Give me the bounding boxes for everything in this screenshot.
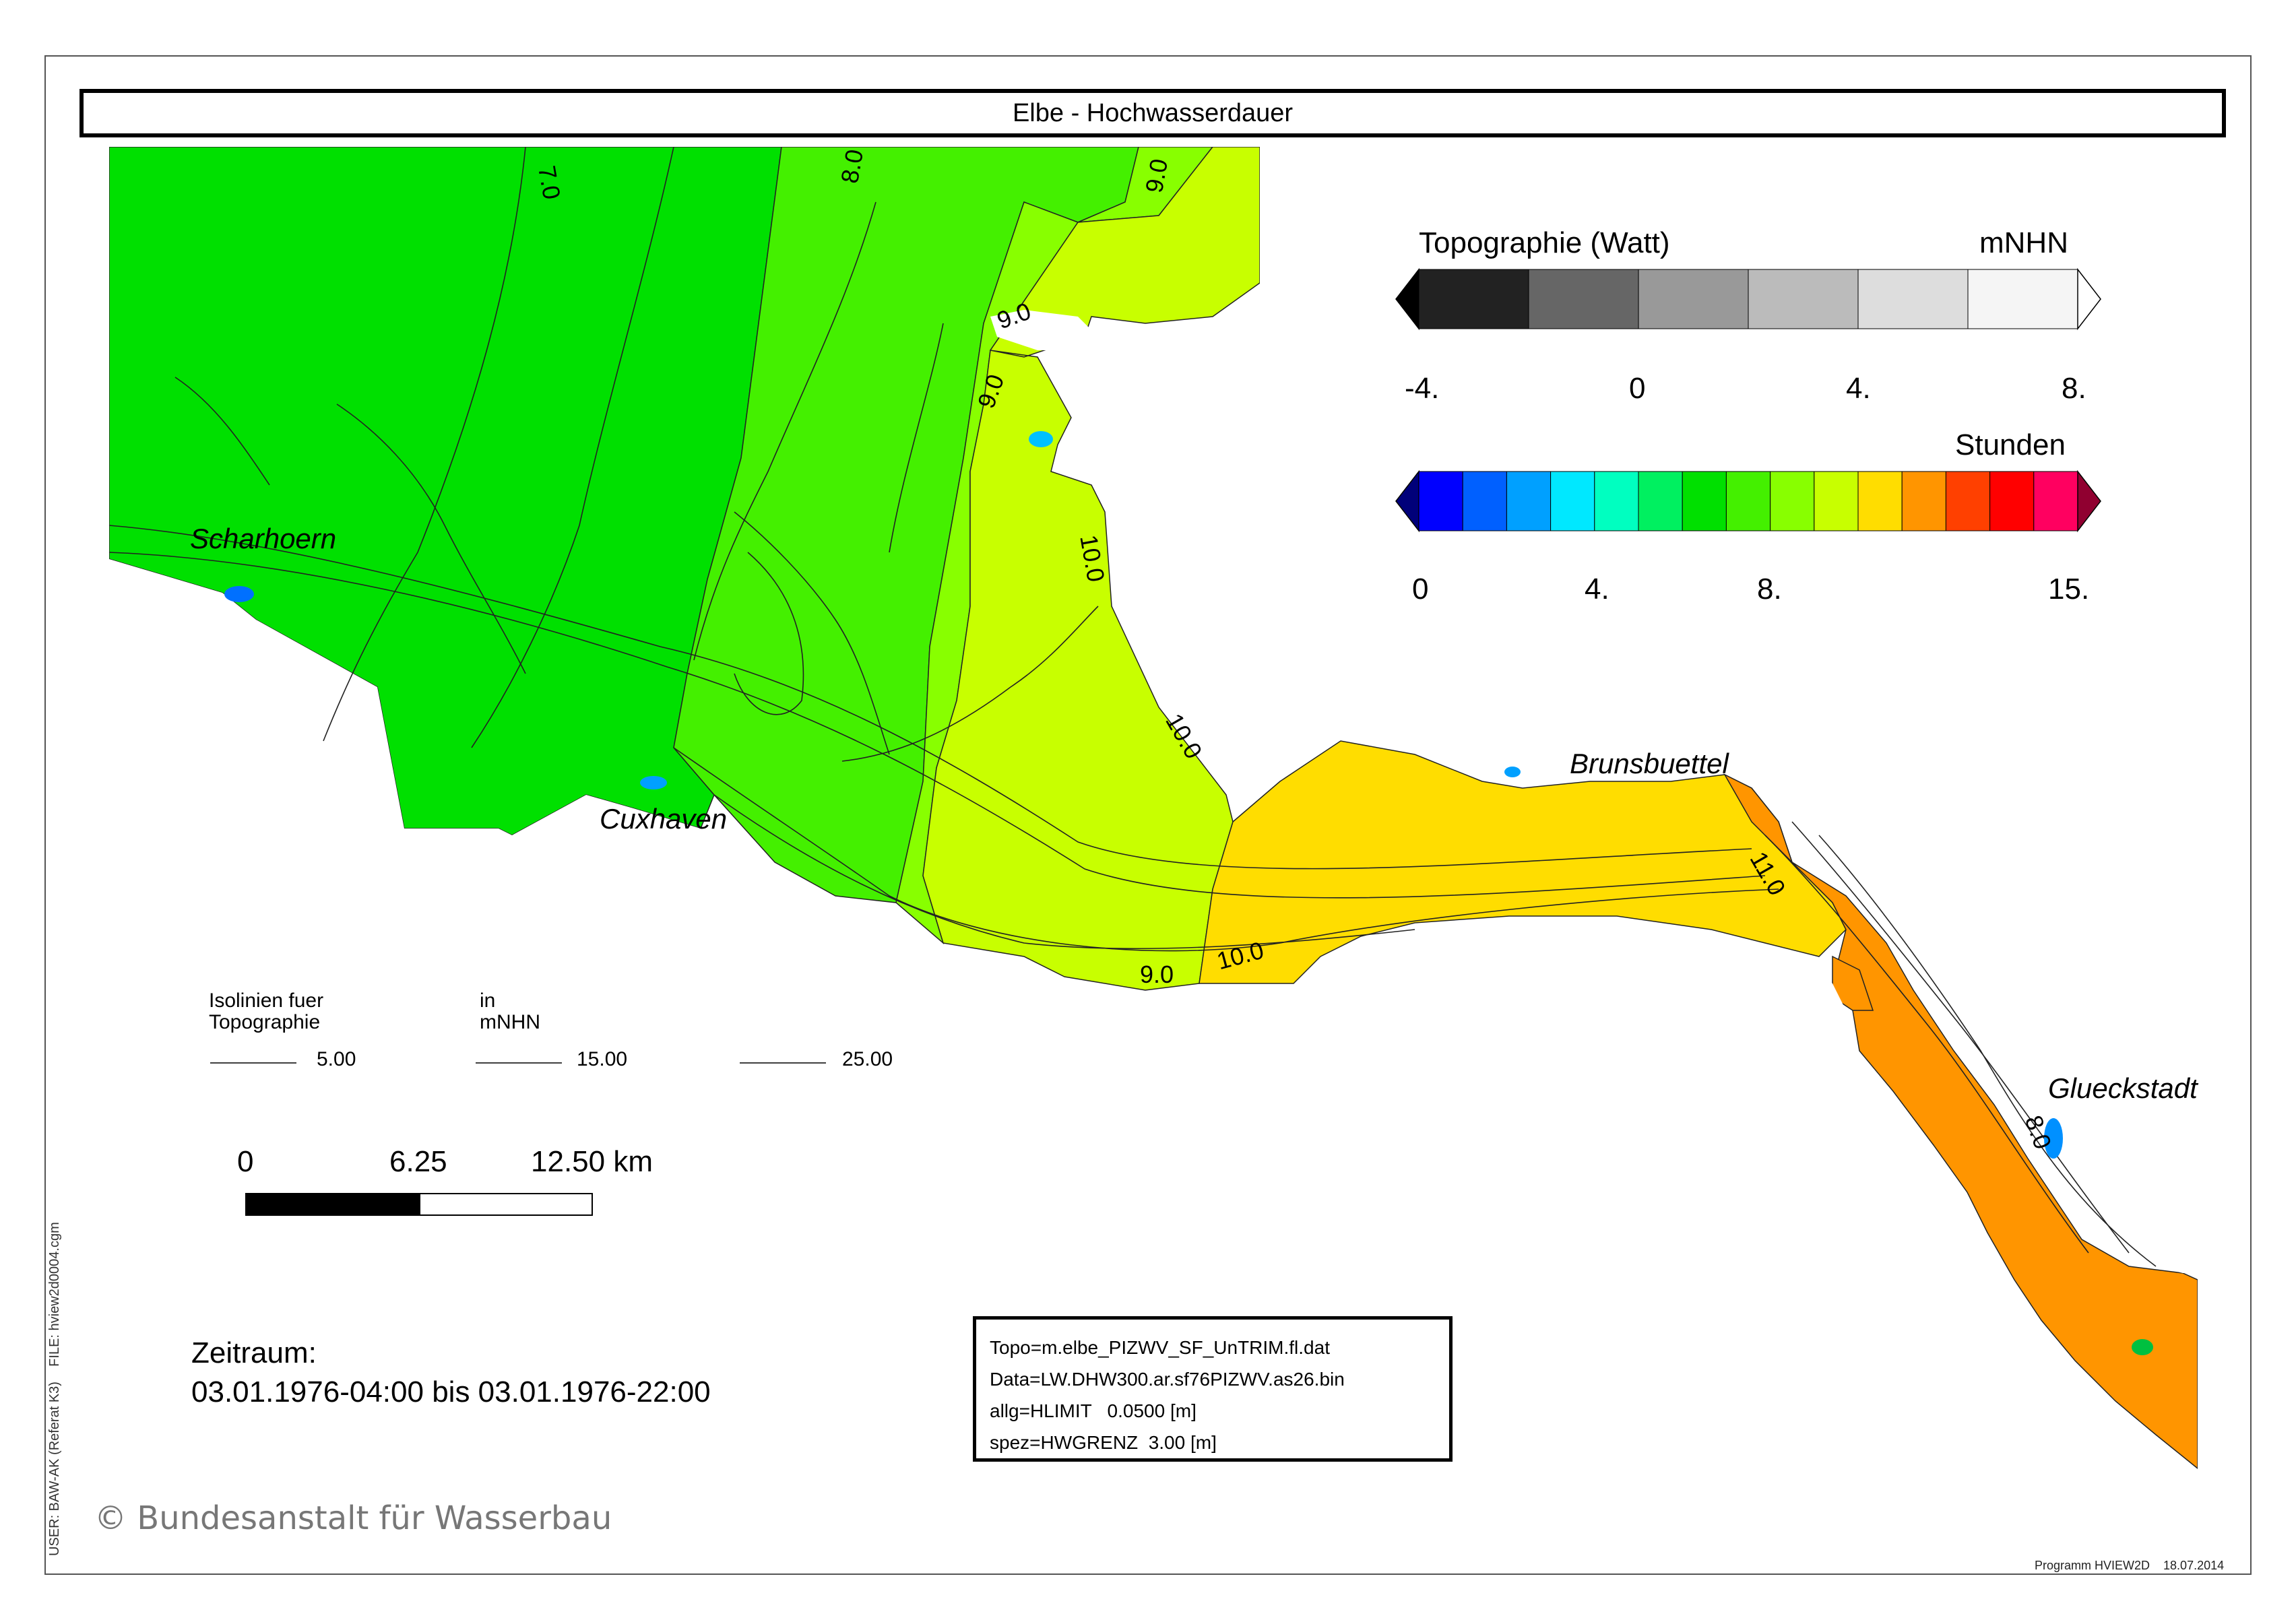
isoline-unit-line2: mNHN [480,1011,540,1033]
land-cuxhaven [109,559,2198,1494]
duration-legend-swatch [1770,471,1815,531]
isoline-label-line1: Isolinien fuer [209,990,324,1012]
isoline-unit-line1: in [480,990,496,1012]
scale-bar-white [419,1193,593,1216]
duration-legend-swatch [1462,471,1507,531]
info-topo: Topo=m.elbe_PIZWV_SF_UnTRIM.fl.dat [990,1337,1330,1358]
duration-legend-swatch [2033,471,2078,531]
info-data: Data=LW.DHW300.ar.sf76PIZWV.as26.bin [990,1369,1345,1390]
duration-tick: 0 [1412,573,1429,606]
duration-legend-swatch [1594,471,1639,531]
land-dithmarschen [1064,147,2198,1273]
map-title: Elbe - Hochwasserdauer [79,89,2226,137]
duration-legend-swatch [1945,471,1991,531]
isoline-value: 15.00 [577,1048,628,1070]
contour-label: 7.0 [532,163,567,202]
city-label-cuxhaven: Cuxhaven [600,803,728,835]
side-info-text: USER: BAW-AK (Referat K3) FILE: hview2d0… [47,1222,62,1556]
bay-notch [990,310,1098,350]
duration-tick: 15. [2048,573,2090,606]
contour-lines [109,147,2157,1267]
info-box: Topo=m.elbe_PIZWV_SF_UnTRIM.fl.dat Data=… [973,1316,1453,1462]
isoline-label: Isolinien fuer Topographie [209,990,323,1033]
map-title-text: Elbe - Hochwasserdauer [1012,98,1294,127]
duration-legend-right-arrow [2077,469,2101,533]
scale-label: 0 [237,1145,254,1178]
topo-legend-bar [1395,267,2101,331]
contour-label: 9.0 [1140,961,1174,988]
topo-tick: 8. [2062,372,2086,405]
topo-legend-swatch [1748,269,1859,329]
isoline-value: 5.00 [317,1048,356,1070]
copyright: © Bundesanstalt für Wasserbau [94,1499,612,1537]
duration-legend-swatch [1901,471,1946,531]
duration-tick: 8. [1757,573,1782,606]
topo-legend-swatch [1528,269,1639,329]
contour-label: 9.0 [1139,156,1174,195]
period-range: 03.01.1976-04:00 bis 03.01.1976-22:00 [191,1375,711,1408]
city-label-glueckstadt: Glueckstadt [2048,1072,2198,1104]
duration-legend-swatch [1857,471,1903,531]
scale-label: 6.25 [389,1145,447,1178]
duration-legend-swatch [1725,471,1771,531]
program-info: Programm HVIEW2D 18.07.2014 [2035,1559,2225,1572]
duration-legend-swatch [1814,471,1859,531]
scale-bar-black [245,1193,420,1216]
duration-legend-swatch [1989,471,2035,531]
period-label: Zeitraum: [191,1336,317,1369]
city-label-scharhoern: Scharhoern [190,523,337,554]
isoline-label-line2: Topographie [209,1011,321,1033]
topo-tick: 0 [1629,372,1646,405]
isoline-unit: in mNHN [480,990,540,1033]
city-label-brunsbuettel: Brunsbuettel [1570,748,1729,779]
contour-label: 8.0 [835,147,869,186]
topo-tick: 4. [1846,372,1871,405]
topo-tick: -4. [1405,372,1440,405]
topo-legend-right-arrow [2077,267,2101,331]
duration-legend-bar [1395,469,2101,533]
duration-legend-swatch [1550,471,1595,531]
duration-tick: 4. [1585,573,1609,606]
topo-legend-swatch [1418,269,1529,329]
duration-legend-title: Stunden [1955,428,2066,461]
topo-legend-title: Topographie (Watt) [1419,226,1670,259]
duration-legend-swatch [1506,471,1552,531]
isoline-value: 25.00 [842,1048,893,1070]
topo-legend-swatch [1857,269,1969,329]
period-block: Zeitraum: 03.01.1976-04:00 bis 03.01.197… [191,1334,711,1412]
topo-legend-swatch [1638,269,1749,329]
coastal-patches [224,431,2153,1355]
duration-legend-swatch [1418,471,1463,531]
info-allg: allg=HLIMIT 0.0500 [m] [990,1400,1197,1421]
topo-legend-swatch [1967,269,2078,329]
duration-legend-swatch [1638,471,1683,531]
duration-legend-swatch [1682,471,1727,531]
info-spez: spez=HWGRENZ 3.00 [m] [990,1432,1217,1453]
map-frame [44,55,2252,1575]
scale-label: 12.50 km [531,1145,653,1178]
topo-legend-unit: mNHN [1979,226,2068,259]
